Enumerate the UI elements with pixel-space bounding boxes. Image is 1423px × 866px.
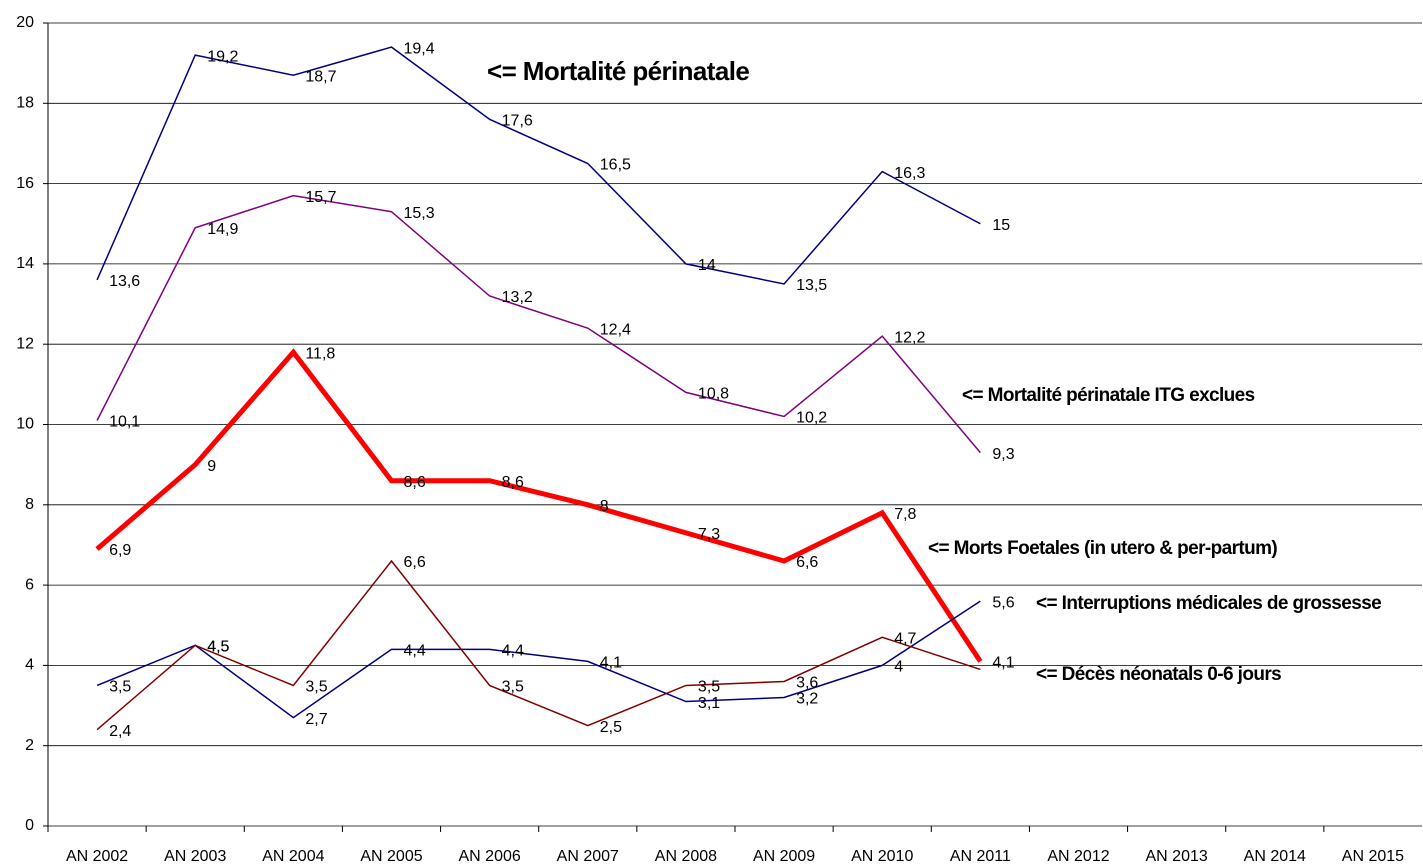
x-tick-label: AN 2013 <box>1146 848 1208 865</box>
data-label: 7,8 <box>894 506 916 523</box>
data-label: 3,6 <box>796 675 818 692</box>
data-label: 14 <box>698 257 716 274</box>
data-label: 4,4 <box>502 643 524 660</box>
data-label: 4,7 <box>894 631 916 648</box>
data-label: 19,4 <box>404 40 435 57</box>
series-line <box>96 559 981 731</box>
y-tick-label: 16 <box>16 175 34 192</box>
series-line <box>95 348 983 663</box>
annotation: <= Mortalité périnatale <box>487 56 749 86</box>
data-label: 9 <box>207 458 216 475</box>
data-label: 9,3 <box>992 446 1014 463</box>
data-label: 4,1 <box>992 655 1014 672</box>
data-label: 3,5 <box>502 679 524 696</box>
data-label: 17,6 <box>502 113 533 130</box>
x-tick-label: AN 2014 <box>1244 848 1306 865</box>
data-label: 8,6 <box>404 474 426 491</box>
y-tick-label: 2 <box>25 737 34 754</box>
data-label: 15 <box>992 217 1010 234</box>
y-tick-label: 14 <box>16 255 34 272</box>
y-tick-label: 18 <box>16 95 34 112</box>
data-label: 12,2 <box>894 329 925 346</box>
data-label: 12,4 <box>600 321 631 338</box>
data-label: 11,8 <box>305 345 335 362</box>
data-label: 6,9 <box>109 542 131 559</box>
y-tick-label: 6 <box>25 576 34 593</box>
y-tick-label: 8 <box>25 496 34 513</box>
data-label: 3,5 <box>698 679 720 696</box>
data-label: 7,3 <box>698 526 720 543</box>
y-tick-label: 10 <box>16 416 34 433</box>
annotation: <= Interruptions médicales de grossesse <box>1036 593 1381 614</box>
series-line <box>96 194 981 454</box>
annotation: <= Mortalité périnatale ITG exclues <box>962 385 1255 406</box>
data-label: 8,6 <box>502 474 524 491</box>
data-label: 13,5 <box>796 277 827 294</box>
data-label: 13,2 <box>502 289 533 306</box>
x-tick-label: AN 2004 <box>262 848 324 865</box>
x-tick-label: AN 2015 <box>1342 848 1404 865</box>
x-tick-label: AN 2003 <box>164 848 226 865</box>
data-label: 4,5 <box>207 639 229 656</box>
data-label: 2,4 <box>109 723 131 740</box>
data-label: 3,2 <box>796 691 818 708</box>
data-label: 15,3 <box>404 205 435 222</box>
x-tick-label: AN 2012 <box>1047 848 1109 865</box>
data-label: 3,1 <box>698 695 720 712</box>
y-tick-label: 4 <box>25 657 34 674</box>
data-label: 4 <box>894 659 903 676</box>
data-label: 16,5 <box>600 157 631 174</box>
data-label: 15,7 <box>305 189 336 206</box>
data-label: 6,6 <box>796 554 818 571</box>
x-tick-label: AN 2008 <box>655 848 717 865</box>
data-label: 4,4 <box>404 643 426 660</box>
x-tick-label: AN 2002 <box>66 848 128 865</box>
data-label: 10,1 <box>109 414 140 431</box>
data-label: 4,1 <box>600 655 622 672</box>
data-label: 4,5 <box>207 639 229 656</box>
y-tick-label: 20 <box>16 14 34 31</box>
annotation: <= Morts Foetales (in utero & per-partum… <box>928 538 1277 559</box>
series-line <box>96 46 981 285</box>
x-tick-label: AN 2005 <box>360 848 422 865</box>
x-tick-label: AN 2011 <box>950 848 1011 865</box>
data-label: 2,5 <box>600 719 622 736</box>
data-label: 3,5 <box>305 679 327 696</box>
y-tick-label: 12 <box>16 335 34 352</box>
data-label: 13,6 <box>109 273 140 290</box>
y-tick-label: 0 <box>25 817 34 834</box>
series-line <box>96 600 981 719</box>
annotation: <= Décès néonatals 0-6 jours <box>1036 664 1281 685</box>
x-tick-label: AN 2009 <box>753 848 815 865</box>
data-label: 14,9 <box>207 221 238 238</box>
data-label: 6,6 <box>404 554 426 571</box>
x-tick-label: AN 2010 <box>851 848 913 865</box>
x-tick-label: AN 2007 <box>557 848 619 865</box>
data-label: 3,5 <box>109 679 131 696</box>
data-label: 8 <box>600 498 609 515</box>
data-label: 16,3 <box>894 165 925 182</box>
x-tick-label: AN 2006 <box>459 848 521 865</box>
data-label: 19,2 <box>207 48 238 65</box>
data-label: 5,6 <box>992 594 1014 611</box>
data-label: 10,2 <box>796 410 827 427</box>
data-label: 18,7 <box>305 68 336 85</box>
data-label: 2,7 <box>305 711 327 728</box>
data-label: 10,8 <box>698 386 729 403</box>
